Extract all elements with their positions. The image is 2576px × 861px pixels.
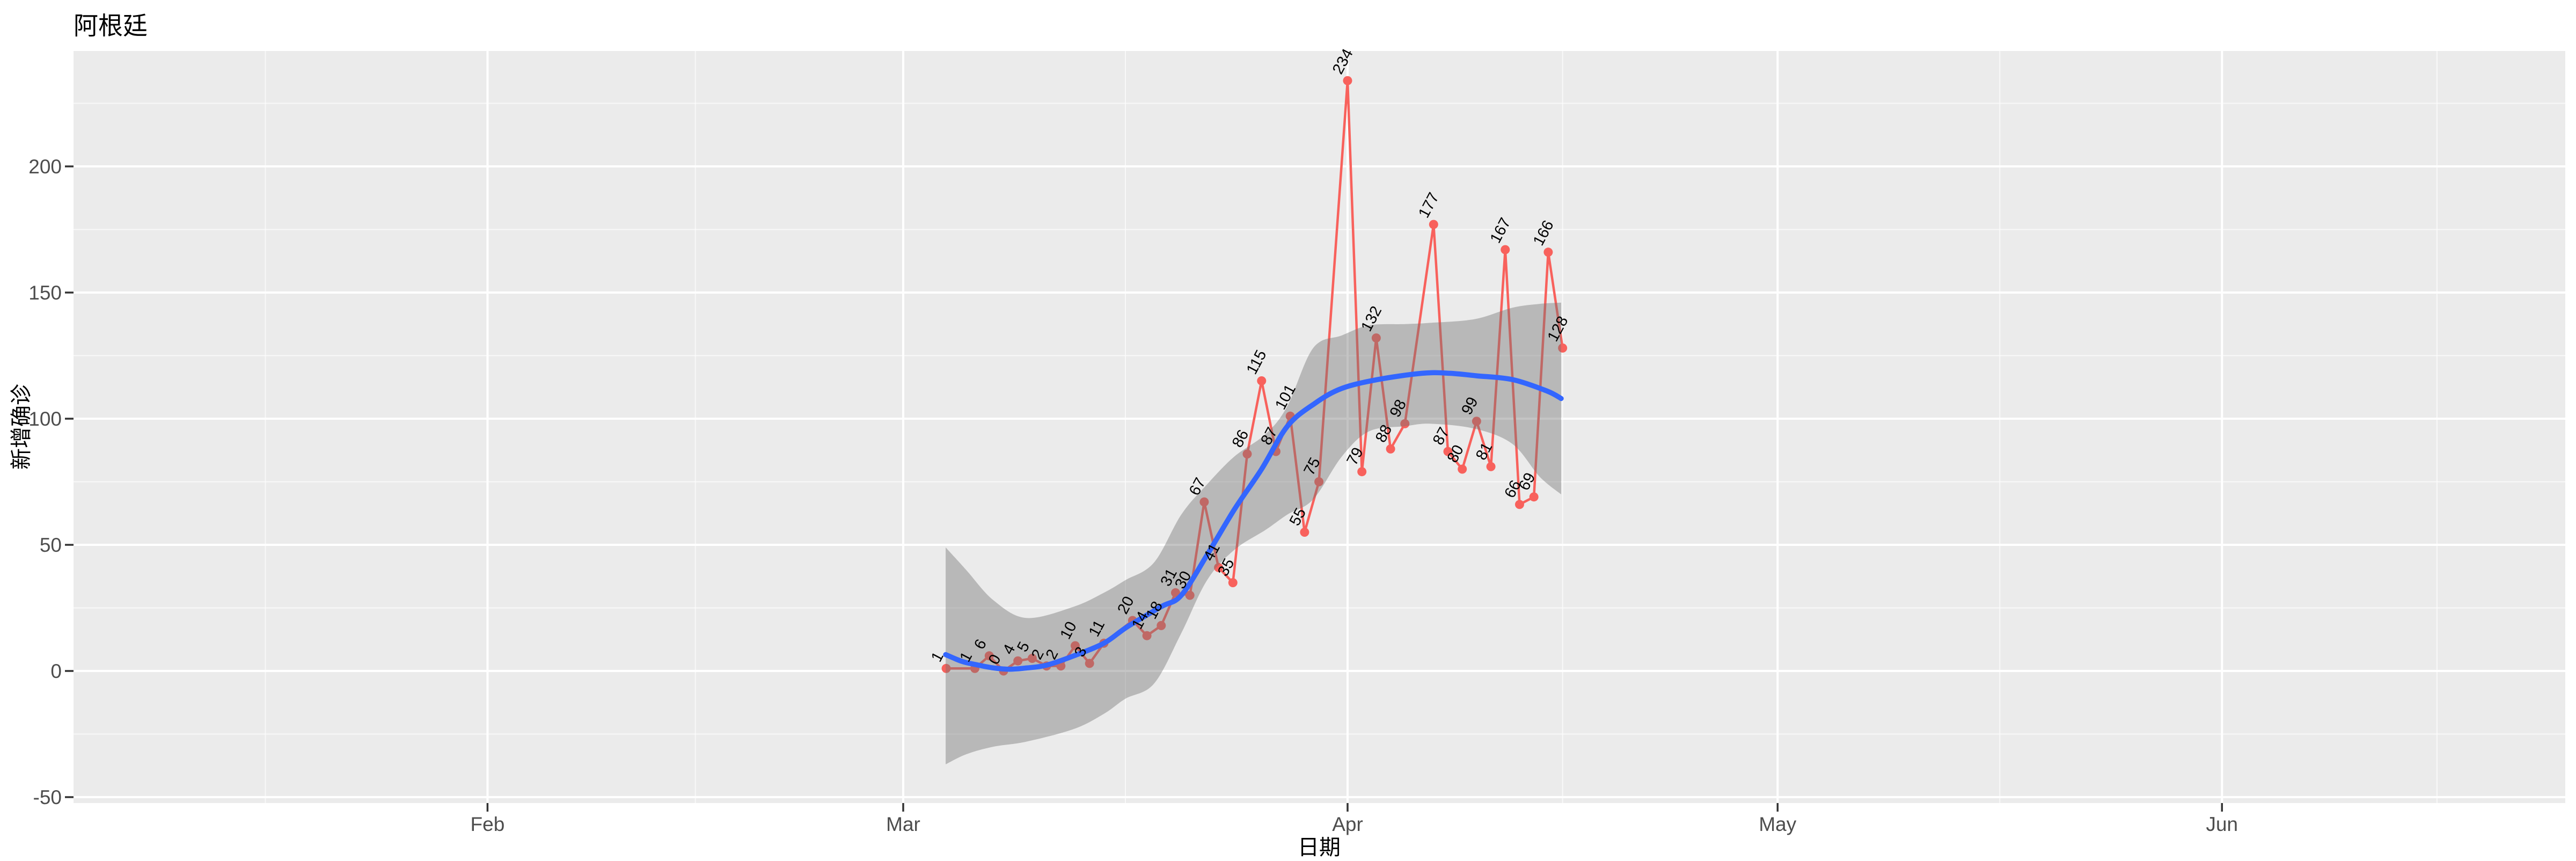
- smooth-line: [943, 370, 1564, 672]
- data-point: [1429, 220, 1438, 229]
- data-point: [941, 663, 951, 673]
- x-tick-label: May: [1759, 813, 1796, 835]
- data-point: [1071, 641, 1080, 651]
- y-tick-label: -50: [33, 786, 62, 808]
- data-point: [1142, 631, 1152, 640]
- data-point: [1543, 247, 1553, 257]
- data-point: [1214, 563, 1224, 572]
- x-tick-label: Apr: [1332, 813, 1363, 835]
- data-point: [1486, 462, 1496, 471]
- confidence-ribbon: [946, 302, 1561, 764]
- data-point: [1300, 528, 1309, 537]
- x-tick-label: Feb: [471, 813, 505, 835]
- data-point: [1515, 500, 1524, 509]
- y-tick-label: 100: [28, 408, 62, 430]
- data-point: [984, 651, 994, 661]
- data-point: [1257, 376, 1267, 385]
- data-point: [1314, 477, 1324, 486]
- data-point: [1472, 417, 1481, 426]
- data-point: [1242, 449, 1252, 459]
- data-point: [1228, 578, 1238, 587]
- data-point: [1529, 492, 1539, 502]
- data-point: [1386, 444, 1395, 454]
- data-point: [1157, 621, 1166, 630]
- data-point: [1558, 343, 1568, 353]
- data-point: [1171, 588, 1180, 597]
- y-tick-label: 0: [50, 660, 62, 682]
- data-point: [1185, 590, 1195, 600]
- data-point: [1371, 333, 1381, 343]
- x-axis-title: 日期: [1298, 836, 1341, 859]
- data-point: [1357, 467, 1367, 477]
- x-tick-label: Mar: [886, 813, 920, 835]
- data-point: [1027, 654, 1037, 663]
- gridlines: [74, 51, 2565, 803]
- y-tick-label: 50: [40, 534, 62, 556]
- axes: -50 0 50 100 150 200 Feb Mar Apr May Jun: [28, 156, 2238, 835]
- panel-background: [74, 51, 2565, 803]
- data-point: [1443, 447, 1453, 456]
- data-point: [1199, 497, 1209, 507]
- data-point: [1085, 659, 1094, 668]
- y-tick-label: 200: [28, 156, 62, 178]
- data-point: [1501, 245, 1510, 254]
- data-point: [1343, 76, 1352, 85]
- y-tick-label: 150: [28, 282, 62, 304]
- x-tick-label: Jun: [2206, 813, 2238, 835]
- data-line: [946, 79, 1564, 673]
- plot-title: 阿根廷: [74, 12, 148, 40]
- data-point: [1458, 464, 1467, 474]
- data-point: [1013, 656, 1023, 666]
- data-point: [1400, 419, 1410, 428]
